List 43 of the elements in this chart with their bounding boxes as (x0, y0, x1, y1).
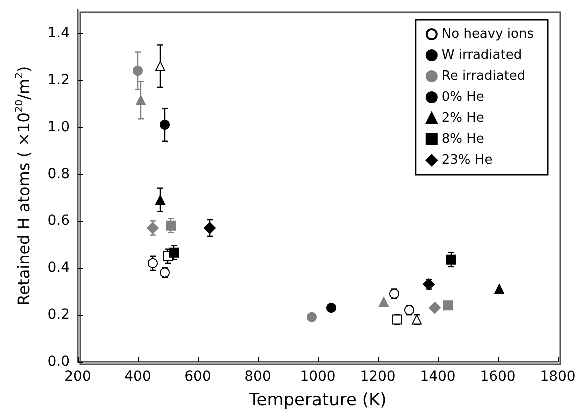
x-tick-label: 400 (124, 369, 152, 385)
point (133, 66, 143, 76)
legend-label: Re irradiated (442, 69, 526, 84)
point (307, 312, 317, 322)
point (166, 220, 176, 231)
x-tick-label: 600 (184, 369, 212, 385)
y-tick-label: 1.2 (48, 72, 70, 88)
y-tick-label: 0.4 (48, 260, 70, 276)
point (494, 284, 504, 294)
point (148, 258, 158, 268)
point (156, 195, 166, 206)
y-tick-label: 0.8 (48, 166, 70, 182)
point (156, 61, 166, 72)
legend-label: 2% He (442, 111, 484, 126)
legend-label: No heavy ions (442, 27, 534, 42)
legend-label: 8% He (442, 132, 484, 147)
point (169, 248, 179, 258)
legend-label: 23% He (442, 153, 493, 168)
y-tick-label: 0.0 (48, 354, 70, 370)
legend-label: W irradiated (442, 48, 522, 63)
point (379, 297, 389, 308)
point (204, 222, 216, 234)
x-tick-label: 1600 (480, 369, 516, 385)
x-tick-label: 1200 (360, 369, 396, 385)
x-tick-label: 1800 (540, 369, 576, 385)
x-axis-title: Temperature (K) (248, 390, 387, 410)
point (326, 303, 336, 314)
x-tick-label: 800 (244, 369, 272, 385)
x-tick-label: 1000 (300, 369, 336, 385)
point (147, 222, 159, 234)
x-tick-label: 1400 (420, 369, 456, 385)
point (429, 302, 441, 314)
point (136, 95, 146, 106)
y-tick-label: 0.6 (48, 213, 70, 230)
point (444, 300, 454, 311)
point (160, 120, 170, 130)
x-tick-label: 200 (64, 369, 92, 385)
y-axis-title: Retained H atoms ( ×1020/m2) (14, 66, 34, 306)
legend-label: 0% He (442, 90, 484, 105)
point (446, 254, 456, 265)
y-tick-label: 1.0 (48, 119, 70, 136)
y-tick-label: 0.2 (48, 307, 70, 324)
y-tick-label: 1.4 (48, 25, 70, 42)
